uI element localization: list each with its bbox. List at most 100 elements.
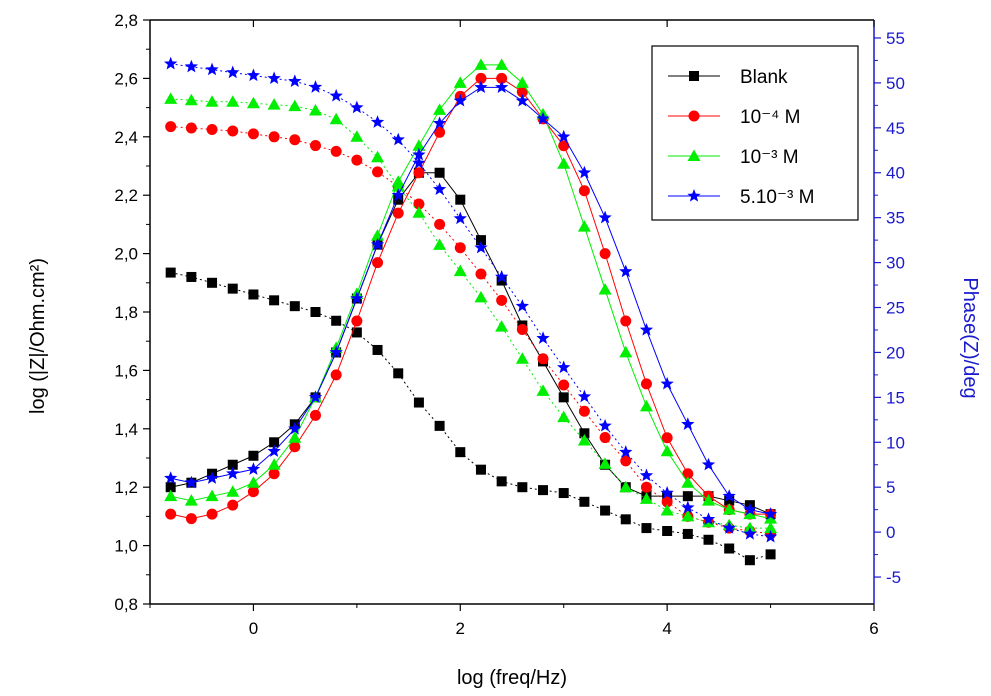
modulus-point	[557, 360, 571, 374]
legend-label: Blank	[740, 67, 788, 88]
modulus-point	[619, 445, 633, 458]
x-tick-label: 0	[249, 619, 258, 638]
modulus-point	[164, 56, 178, 70]
modulus-point	[454, 242, 466, 254]
modulus-point	[412, 156, 426, 169]
phase-point	[391, 175, 405, 187]
modulus-line	[170, 272, 771, 561]
y-tick-label-right: 15	[886, 388, 905, 407]
modulus-point	[455, 447, 466, 458]
phase-line	[170, 86, 771, 515]
phase-point	[206, 508, 218, 520]
modulus-point	[496, 294, 508, 306]
modulus-point	[329, 112, 343, 125]
modulus-point	[413, 198, 425, 210]
modulus-point	[206, 124, 218, 135]
phase-point	[226, 485, 240, 497]
modulus-point	[641, 523, 652, 534]
modulus-point	[537, 353, 549, 365]
y-tick-label-right: 30	[886, 254, 905, 273]
modulus-point	[577, 389, 592, 403]
phase-point	[393, 194, 404, 205]
legend-entry: 10⁻³ M	[668, 147, 799, 168]
phase-point	[267, 444, 281, 457]
phase-point	[330, 369, 342, 381]
modulus-point	[413, 397, 424, 408]
modulus-point	[288, 74, 302, 87]
phase-point	[557, 129, 571, 143]
modulus-point	[474, 240, 488, 254]
y-tick-label-right: 20	[886, 343, 905, 362]
y-tick-label-right: -5	[886, 568, 901, 587]
modulus-point	[598, 418, 612, 432]
phase-point	[412, 139, 426, 151]
phase-point	[701, 457, 716, 471]
modulus-point	[619, 480, 633, 493]
phase-point	[308, 390, 323, 404]
legend-marker	[687, 149, 701, 161]
modulus-point	[205, 62, 219, 76]
modulus-point	[350, 100, 364, 114]
modulus-point	[598, 457, 612, 469]
phase-point	[433, 103, 447, 115]
modulus-point	[372, 166, 384, 178]
modulus-point	[536, 384, 550, 396]
phase-point	[434, 167, 445, 178]
phase-point	[660, 444, 674, 457]
legend-marker	[688, 110, 700, 122]
modulus-point	[640, 481, 652, 493]
modulus-point	[744, 555, 755, 566]
modulus-point	[743, 526, 757, 540]
x-tick-label: 6	[869, 619, 878, 638]
phase-point	[536, 111, 550, 125]
modulus-point	[165, 267, 176, 278]
modulus-point	[475, 464, 486, 475]
phase-point	[577, 220, 591, 232]
phase-point	[475, 235, 486, 246]
phase-point	[164, 471, 178, 484]
modulus-point	[475, 268, 487, 280]
phase-point	[165, 482, 176, 493]
modulus-point	[330, 145, 342, 157]
phase-point	[268, 468, 280, 480]
modulus-point	[516, 324, 528, 336]
phase-point	[722, 489, 736, 502]
modulus-point	[599, 432, 611, 444]
phase-point	[515, 93, 529, 107]
phase-point	[165, 508, 177, 520]
y-tick-label-right: 50	[886, 74, 905, 93]
y-tick-label-left: 1,8	[114, 303, 138, 322]
modulus-point	[538, 485, 549, 496]
modulus-point	[289, 134, 301, 146]
legend-entry: Blank	[668, 67, 788, 88]
modulus-point	[246, 68, 261, 82]
y-tick-label-left: 2,6	[114, 69, 138, 88]
legend-entry: 5.10⁻³ M	[668, 187, 814, 208]
series-layer	[164, 56, 778, 566]
modulus-point	[289, 301, 300, 312]
y-tick-label-left: 2,4	[114, 128, 138, 147]
modulus-point	[620, 455, 632, 467]
y-tick-label-right: 35	[886, 209, 905, 228]
phase-point	[226, 466, 240, 480]
legend-marker	[689, 71, 699, 81]
phase-point	[412, 147, 426, 161]
phase-point	[267, 458, 281, 470]
modulus-point	[639, 468, 654, 482]
y-tick-label-right: 0	[886, 523, 895, 542]
modulus-point	[185, 122, 197, 134]
phase-point	[681, 417, 695, 430]
phase-point	[619, 264, 633, 278]
legend-label: 5.10⁻³ M	[740, 187, 814, 208]
modulus-point	[703, 534, 714, 545]
modulus-point	[308, 104, 322, 116]
modulus-point	[184, 59, 199, 73]
y-tick-label-left: 2,0	[114, 245, 138, 264]
phase-point	[763, 507, 778, 520]
modulus-point	[724, 543, 735, 554]
modulus-point	[351, 327, 362, 338]
modulus-point	[227, 125, 239, 137]
modulus-point	[391, 132, 405, 146]
modulus-point	[269, 295, 280, 306]
phase-point	[246, 462, 261, 475]
